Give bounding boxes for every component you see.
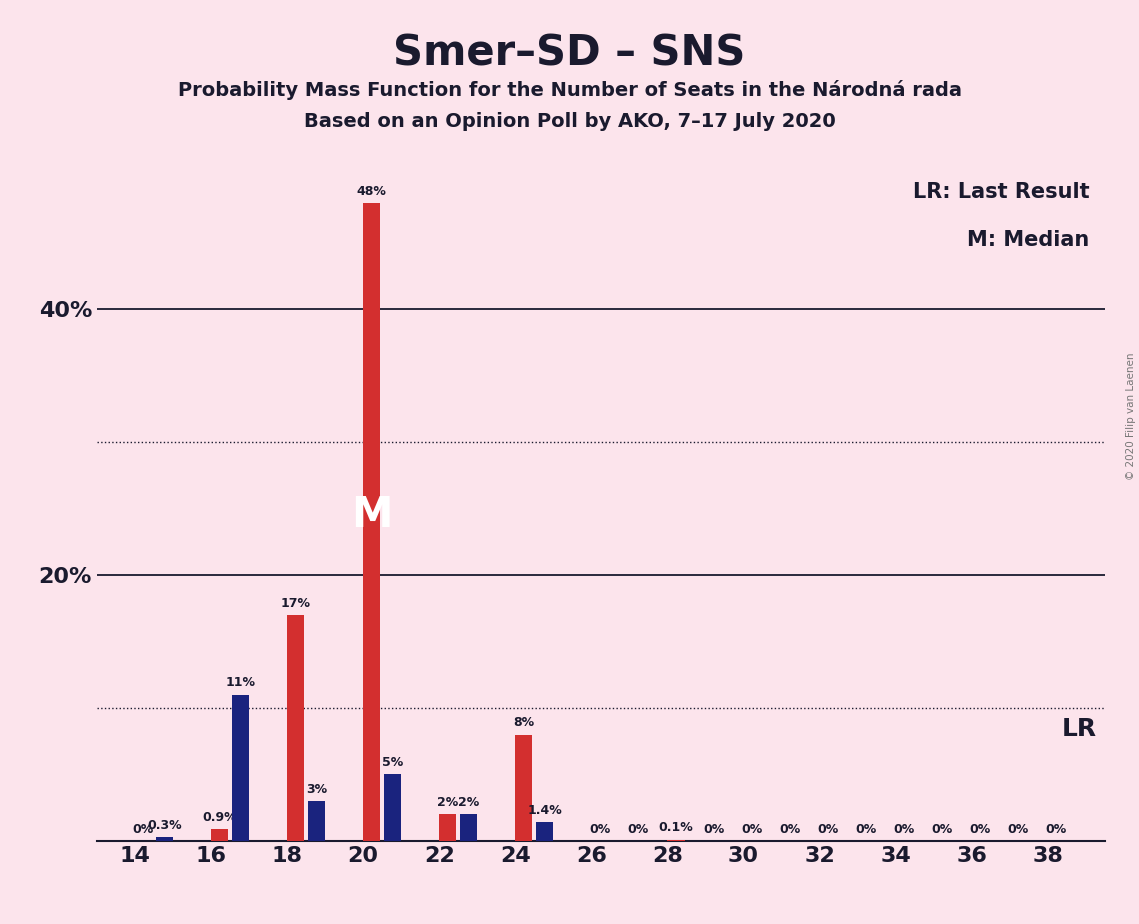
- Text: LR: Last Result: LR: Last Result: [913, 182, 1090, 201]
- Text: 2%: 2%: [458, 796, 480, 808]
- Text: 0.1%: 0.1%: [658, 821, 694, 834]
- Text: 17%: 17%: [280, 597, 311, 610]
- Text: 0%: 0%: [589, 822, 611, 835]
- Text: Probability Mass Function for the Number of Seats in the Národná rada: Probability Mass Function for the Number…: [178, 80, 961, 101]
- Bar: [363, 203, 380, 841]
- Bar: [156, 837, 173, 841]
- Text: Smer–SD – SNS: Smer–SD – SNS: [393, 32, 746, 74]
- Text: Based on an Opinion Poll by AKO, 7–17 July 2020: Based on an Opinion Poll by AKO, 7–17 Ju…: [304, 112, 835, 131]
- Bar: [232, 695, 249, 841]
- Text: 1.4%: 1.4%: [527, 804, 562, 817]
- Text: 8%: 8%: [514, 716, 534, 729]
- Text: 0.9%: 0.9%: [203, 810, 237, 823]
- Text: 0%: 0%: [704, 822, 724, 835]
- Text: 0%: 0%: [969, 822, 991, 835]
- Bar: [308, 801, 325, 841]
- Text: 0%: 0%: [133, 822, 154, 835]
- Text: 0%: 0%: [628, 822, 648, 835]
- Text: 48%: 48%: [357, 185, 386, 198]
- Text: © 2020 Filip van Laenen: © 2020 Filip van Laenen: [1126, 352, 1136, 480]
- Text: 2%: 2%: [437, 796, 458, 808]
- Bar: [536, 822, 554, 841]
- Text: M: Median: M: Median: [967, 230, 1090, 250]
- Text: 0%: 0%: [932, 822, 953, 835]
- Bar: [515, 735, 532, 841]
- Bar: [211, 829, 228, 841]
- Text: 0%: 0%: [894, 822, 915, 835]
- Text: 0%: 0%: [779, 822, 801, 835]
- Text: 0%: 0%: [1046, 822, 1067, 835]
- Text: 0%: 0%: [741, 822, 763, 835]
- Text: 11%: 11%: [226, 676, 255, 689]
- Text: 0%: 0%: [855, 822, 877, 835]
- Bar: [440, 814, 457, 841]
- Text: 0%: 0%: [1008, 822, 1029, 835]
- Bar: [667, 840, 685, 841]
- Bar: [384, 774, 401, 841]
- Text: 0%: 0%: [818, 822, 838, 835]
- Text: LR: LR: [1062, 717, 1097, 741]
- Bar: [287, 615, 304, 841]
- Bar: [460, 814, 477, 841]
- Text: 0.3%: 0.3%: [147, 819, 181, 832]
- Text: 5%: 5%: [382, 756, 403, 769]
- Text: M: M: [351, 494, 393, 536]
- Text: 3%: 3%: [306, 783, 327, 796]
